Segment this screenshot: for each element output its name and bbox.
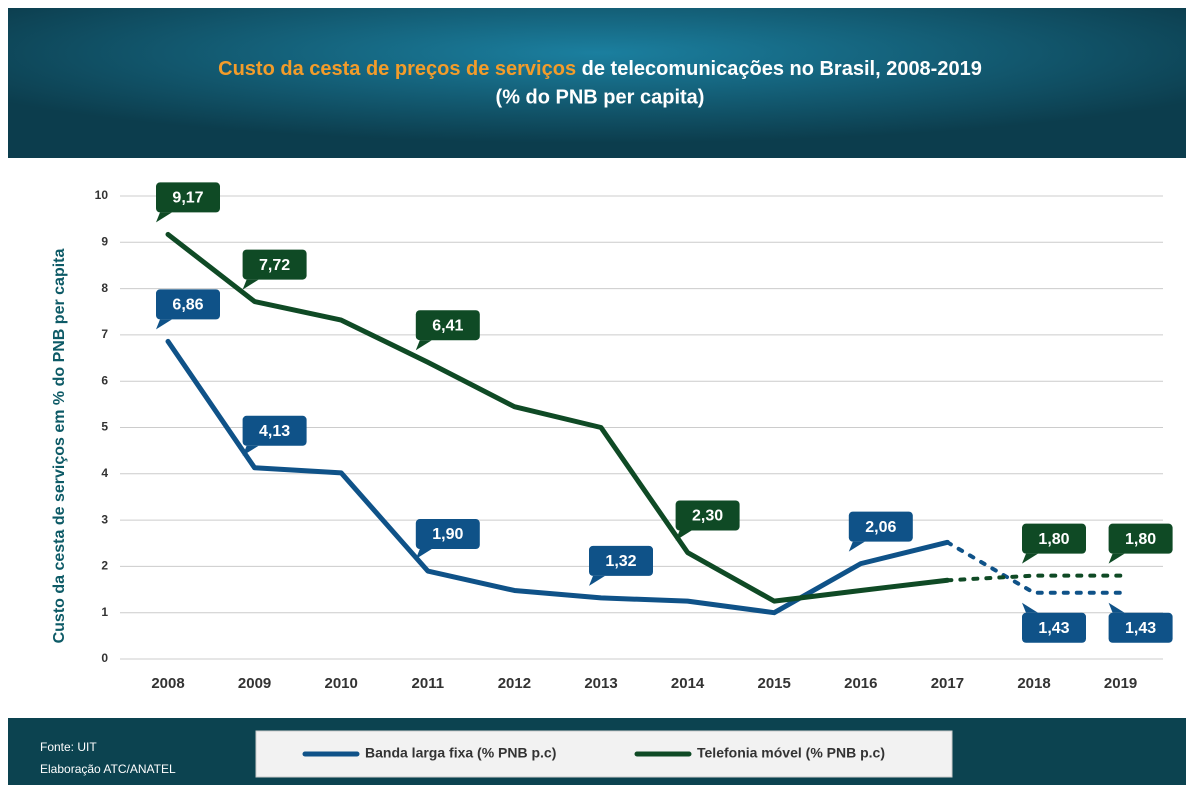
- chart-subtitle: (% do PNB per capita): [496, 86, 705, 108]
- callout: [589, 545, 653, 576]
- data-label: 4,13: [259, 423, 290, 440]
- callout-tail: [675, 530, 692, 541]
- callout: [1022, 523, 1086, 554]
- data-label: 9,17: [172, 190, 203, 207]
- data-label: 7,72: [259, 257, 290, 274]
- callout: [1108, 612, 1173, 643]
- callout-tail: [415, 549, 432, 560]
- x-tick-label: 2016: [844, 675, 877, 692]
- series-line: [165, 338, 950, 616]
- y-tick-label: 7: [101, 327, 108, 341]
- x-tick-label: 2013: [584, 675, 617, 692]
- callout: [242, 249, 307, 280]
- data-label: 2,30: [692, 508, 723, 525]
- legend-label: Banda larga fixa (% PNB p.c): [365, 745, 556, 761]
- callout-tail: [1108, 602, 1125, 613]
- series-line: [165, 231, 950, 604]
- x-tick-label: 2008: [151, 675, 184, 692]
- callout-tail: [156, 212, 172, 223]
- callout-tail: [1022, 553, 1038, 564]
- callout: [1022, 612, 1086, 643]
- callout-tail: [415, 340, 432, 351]
- data-label: 2,06: [865, 519, 896, 536]
- data-label: 1,43: [1125, 620, 1156, 637]
- x-tick-label: 2011: [412, 675, 445, 692]
- callout-tail: [848, 541, 865, 552]
- header: [8, 8, 1186, 158]
- y-tick-label: 5: [101, 420, 108, 434]
- callout-tail: [242, 445, 259, 456]
- y-tick-label: 6: [101, 373, 108, 387]
- callout: [156, 289, 220, 320]
- data-label: 1,80: [1038, 531, 1069, 548]
- callout: [848, 511, 913, 542]
- callout: [415, 519, 480, 550]
- x-tick-label: 2019: [1104, 675, 1137, 692]
- callout: [1108, 523, 1173, 554]
- data-label: 1,90: [432, 526, 463, 543]
- y-tick-label: 2: [101, 559, 108, 573]
- y-tick-label: 0: [101, 651, 108, 665]
- legend-label: Telefonia móvel (% PNB p.c): [697, 745, 885, 761]
- data-label: 6,41: [432, 317, 463, 334]
- data-label: 1,80: [1125, 531, 1156, 548]
- plot-area: [8, 158, 1186, 718]
- y-tick-label: 4: [101, 466, 108, 480]
- y-tick-label: 1: [101, 605, 108, 619]
- x-tick-label: 2014: [671, 675, 705, 692]
- x-tick-label: 2009: [238, 675, 271, 692]
- y-tick-label: 10: [95, 188, 109, 202]
- callout: [156, 182, 220, 213]
- y-axis-label: Custo da cesta de serviços em % do PNB p…: [51, 249, 68, 644]
- x-tick-label: 2015: [758, 675, 791, 692]
- callout: [242, 415, 307, 446]
- callout: [415, 310, 480, 341]
- series-line: [945, 573, 1123, 583]
- callout: [675, 500, 740, 531]
- y-tick-label: 9: [101, 234, 108, 248]
- source: Fonte: UIT: [40, 740, 97, 754]
- y-tick-label: 3: [101, 512, 108, 526]
- data-label: 6,86: [172, 297, 203, 314]
- callout-tail: [589, 575, 605, 586]
- data-label: 1,43: [1038, 620, 1069, 637]
- callout-tail: [242, 279, 259, 290]
- title-highlight: Custo da cesta de preços de serviços: [218, 58, 576, 80]
- x-tick-label: 2010: [325, 675, 358, 692]
- callout-tail: [156, 319, 172, 330]
- x-tick-label: 2017: [931, 675, 964, 692]
- x-tick-label: 2018: [1017, 675, 1050, 692]
- x-tick-label: 2012: [498, 675, 531, 692]
- title-rest: de telecomunicações no Brasil, 2008-2019: [582, 58, 982, 80]
- credit: Elaboração ATC/ANATEL: [40, 762, 176, 776]
- legend: [255, 730, 953, 778]
- data-label: 1,32: [605, 553, 636, 570]
- y-tick-label: 8: [101, 281, 108, 295]
- callout-tail: [1108, 553, 1125, 564]
- series-line: [945, 540, 1123, 595]
- chart-title: Custo da cesta de preços de serviços de …: [218, 58, 982, 80]
- callout-tail: [1022, 602, 1038, 613]
